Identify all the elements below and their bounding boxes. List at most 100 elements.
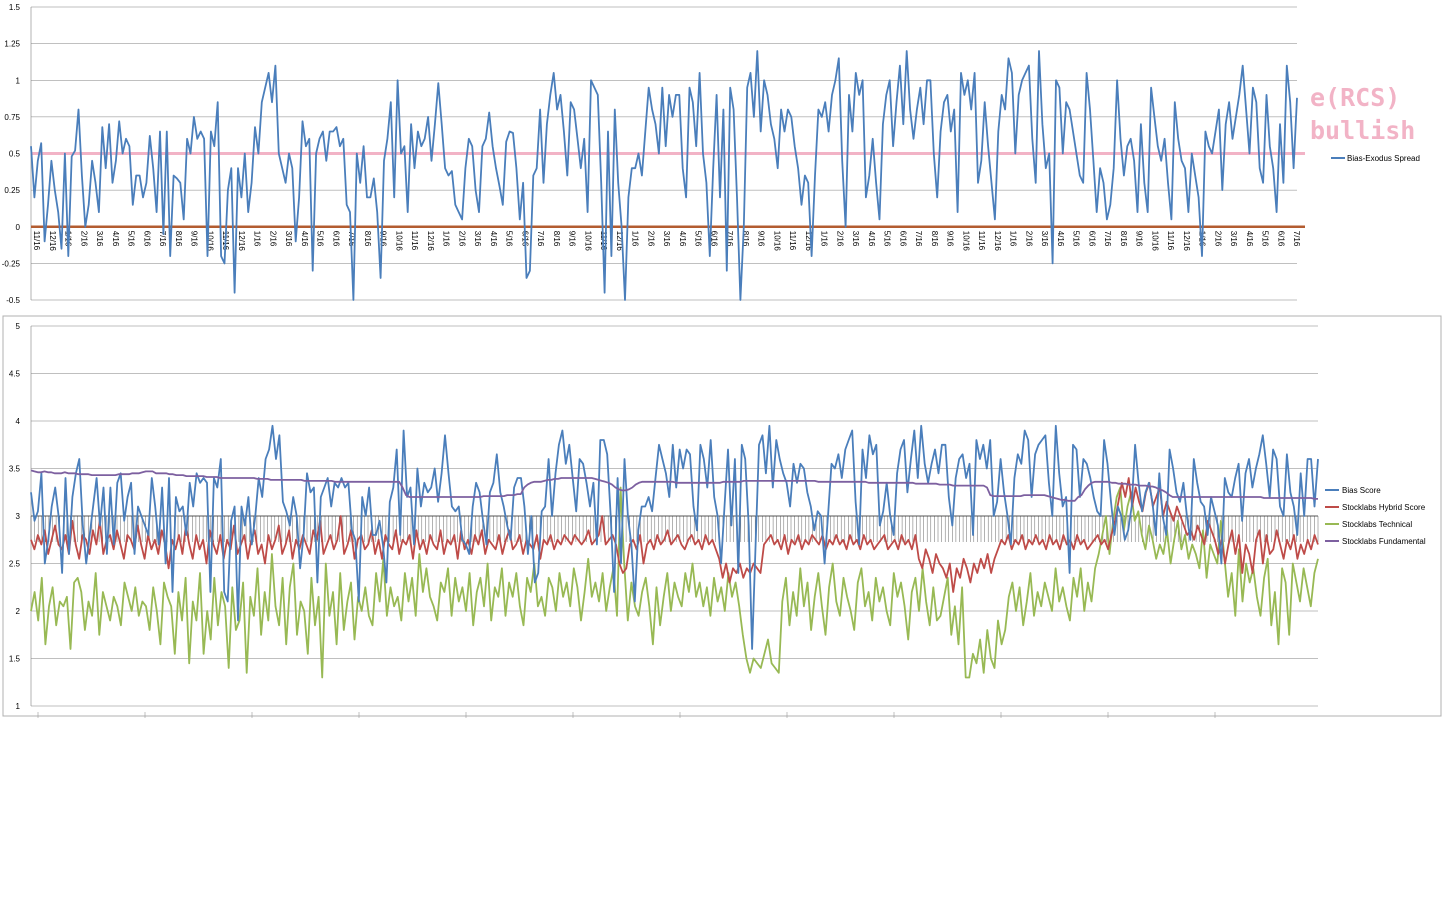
top-y-tick-label: 1	[16, 76, 21, 85]
top-x-tick-label: 1/16	[253, 231, 262, 247]
top-x-tick-label: 7/16	[1103, 231, 1112, 247]
top-x-tick-label: 2/16	[835, 231, 844, 247]
top-chart: -0.5 -0.25 0 0.25 0.5 0.75 1 1.25 1.5 11/16 12/16…	[2, 3, 1420, 305]
top-x-tick-label: 1/16	[442, 231, 451, 247]
top-x-tick-label: 8/16	[1119, 231, 1128, 247]
top-x-tick-label: 3/16	[95, 231, 104, 247]
top-x-tick-label: 1/16	[1009, 231, 1018, 247]
top-y-tick-label: 1.5	[9, 3, 21, 12]
top-y-tick-label: 0	[16, 223, 21, 232]
top-x-tick-label: 5/16	[883, 231, 892, 247]
top-x-tick-label: 6/16	[142, 231, 151, 247]
top-x-tick-label: 3/16	[1229, 231, 1238, 247]
top-x-tick-label: 8/16	[174, 231, 183, 247]
top-x-tick-label: 4/16	[1056, 231, 1065, 247]
top-x-tick-label: 5/16	[694, 231, 703, 247]
top-x-tick-label: 3/16	[851, 231, 860, 247]
top-x-tick-label: 6/16	[1087, 231, 1096, 247]
top-x-tick-label: 8/16	[741, 231, 750, 247]
top-x-tick-label: 5/16	[505, 231, 514, 247]
bottom-y-tick-label: 1.5	[9, 655, 21, 664]
top-x-tick-label: 5/16	[1072, 231, 1081, 247]
top-x-tick-label: 11/16	[788, 231, 797, 251]
top-x-tick-label: 4/16	[678, 231, 687, 247]
bottom-chart: 1 1.5 2 2.5 3 3.5 4 4.5 5 Bias Score Stocklabs Hy…	[9, 322, 1426, 718]
top-x-tick-label: 11/16	[1166, 231, 1175, 251]
top-y-axis: -0.5 -0.25 0 0.25 0.5 0.75 1 1.25 1.5	[2, 3, 21, 305]
top-x-tick-label: 12/16	[48, 231, 57, 252]
top-y-tick-label: -0.5	[6, 296, 20, 305]
top-x-tick-label: 4/16	[489, 231, 498, 247]
top-x-tick-label: 8/16	[552, 231, 561, 247]
annotation-line-1: e(RCS)	[1310, 83, 1400, 112]
top-x-tick-label: 10/16	[205, 231, 214, 252]
bottom-y-tick-label: 2.5	[9, 560, 21, 569]
bottom-series	[30, 424, 1319, 679]
top-x-tick-label: 1/16	[631, 231, 640, 247]
top-x-tick-label: 2/16	[79, 231, 88, 247]
top-x-tick-label: 5/16	[127, 231, 136, 247]
top-x-tick-label: 6/16	[1276, 231, 1285, 247]
top-x-tick-label: 12/16	[804, 231, 813, 252]
top-x-tick-label: 2/16	[1213, 231, 1222, 247]
top-x-tick-label: 4/16	[867, 231, 876, 247]
top-x-axis: 11/16 12/16 1/16 2/16 3/16 4/16 5/16 6/16 7/16 8/…	[32, 231, 1301, 252]
bottom-y-tick-label: 4	[16, 417, 21, 426]
annotation-line-2: bullish	[1310, 116, 1415, 145]
bottom-y-tick-label: 2	[16, 607, 21, 616]
top-y-tick-label: -0.25	[2, 259, 21, 268]
top-x-tick-label: 5/16	[1261, 231, 1270, 247]
top-x-tick-label: 11/16	[32, 231, 41, 251]
bottom-legend: Bias Score Stocklabs Hybrid Score Stocklab…	[1325, 486, 1426, 546]
top-x-tick-label: 10/16	[1150, 231, 1159, 252]
top-x-tick-label: 7/16	[725, 231, 734, 247]
series-line-bias-score	[30, 424, 1319, 650]
top-x-tick-label: 7/16	[1292, 231, 1301, 247]
top-x-tick-label: 9/16	[568, 231, 577, 247]
series-line-stocklabs-technical	[30, 486, 1319, 679]
top-series	[30, 50, 1298, 301]
top-x-tick-label: 11/16	[977, 231, 986, 251]
top-x-tick-label: 12/16	[993, 231, 1002, 252]
top-x-tick-label: 4/16	[111, 231, 120, 247]
bottom-y-tick-label: 3	[16, 512, 21, 521]
legend-label-bias-score: Bias Score	[1342, 486, 1381, 495]
top-legend: Bias-Exodus Spread	[1331, 154, 1420, 163]
top-x-tick-label: 3/16	[662, 231, 671, 247]
top-y-tick-label: 1.25	[4, 40, 20, 49]
bottom-y-tick-label: 3.5	[9, 465, 21, 474]
top-x-tick-label: 12/16	[1182, 231, 1191, 252]
top-x-tick-label: 6/16	[898, 231, 907, 247]
top-x-tick-label: 6/16	[331, 231, 340, 247]
legend-label-stocklabs-fundamental: Stocklabs Fundamental	[1342, 537, 1426, 546]
top-x-tick-label: 9/16	[1135, 231, 1144, 247]
top-x-tick-label: 10/16	[394, 231, 403, 252]
top-x-tick-label: 10/16	[772, 231, 781, 252]
top-x-tick-label: 10/16	[583, 231, 592, 252]
top-x-tick-label: 5/16	[316, 231, 325, 247]
legend-label-stocklabs-technical: Stocklabs Technical	[1342, 520, 1412, 529]
series-line-bias-exodus-spread	[30, 50, 1298, 301]
top-x-tick-label: 4/16	[300, 231, 309, 247]
bottom-x-axis	[30, 515, 1319, 718]
top-x-tick-label: 7/16	[158, 231, 167, 247]
top-x-tick-label: 10/16	[961, 231, 970, 252]
top-x-tick-label: 4/16	[1245, 231, 1254, 247]
top-x-tick-label: 12/16	[426, 231, 435, 252]
top-x-tick-label: 7/16	[914, 231, 923, 247]
series-line-stocklabs-hybrid-score	[30, 477, 1319, 593]
top-x-tick-label: 8/16	[930, 231, 939, 247]
bottom-y-tick-label: 1	[16, 702, 21, 711]
top-x-tick-label: 9/16	[946, 231, 955, 247]
top-x-tick-label: 2/16	[646, 231, 655, 247]
bottom-y-tick-label: 4.5	[9, 370, 21, 379]
top-y-tick-label: 0.25	[4, 186, 20, 195]
top-x-tick-label: 2/16	[268, 231, 277, 247]
top-y-tick-label: 0.5	[9, 150, 21, 159]
bottom-y-tick-label: 5	[16, 322, 21, 331]
top-x-tick-label: 3/16	[473, 231, 482, 247]
bottom-y-axis: 1 1.5 2 2.5 3 3.5 4 4.5 5	[9, 322, 21, 711]
legend-label-bias-exodus-spread: Bias-Exodus Spread	[1347, 154, 1420, 163]
top-x-tick-label: 3/16	[1040, 231, 1049, 247]
top-x-tick-label: 8/16	[363, 231, 372, 247]
